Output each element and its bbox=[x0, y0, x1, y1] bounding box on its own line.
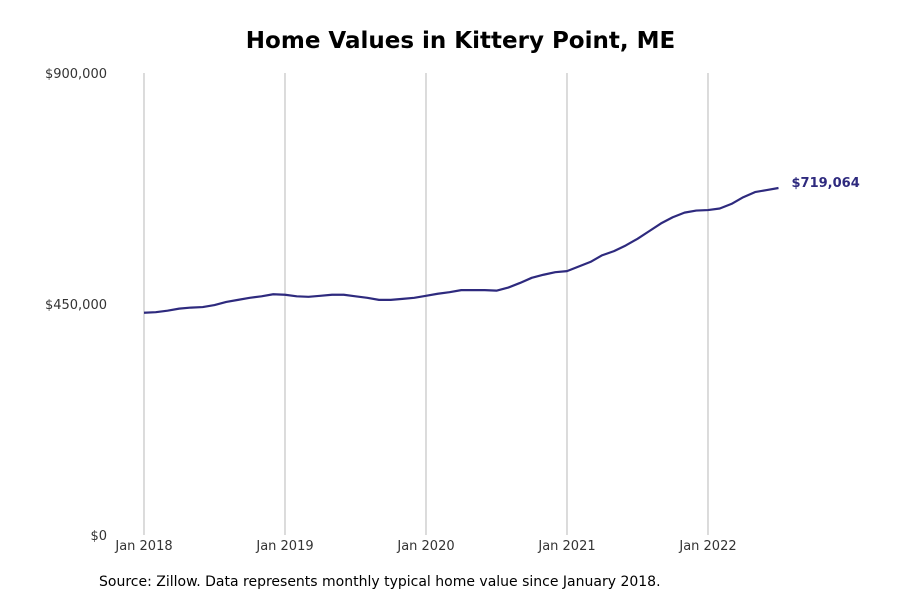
series-line bbox=[143, 186, 779, 314]
gridlines bbox=[143, 73, 709, 535]
x-tick-label: Jan 2019 bbox=[255, 539, 313, 554]
x-tick-label: Jan 2021 bbox=[537, 539, 595, 554]
y-tick-label: $450,000 bbox=[45, 298, 107, 313]
chart-title: Home Values in Kittery Point, ME bbox=[245, 28, 676, 54]
end-value-label: $719,064 bbox=[792, 176, 860, 191]
source-note: Source: Zillow. Data represents monthly … bbox=[99, 574, 661, 590]
x-axis-ticks: Jan 2018 Jan 2019 Jan 2020 Jan 2021 Jan 2022 bbox=[114, 539, 736, 554]
y-tick-label: $0 bbox=[90, 529, 107, 544]
x-tick-label: Jan 2020 bbox=[396, 539, 454, 554]
y-axis-ticks: $0 $450,000 $900,000 bbox=[45, 67, 107, 544]
y-tick-label: $900,000 bbox=[45, 67, 107, 82]
x-tick-label: Jan 2018 bbox=[114, 539, 172, 554]
x-tick-label: Jan 2022 bbox=[678, 539, 736, 554]
